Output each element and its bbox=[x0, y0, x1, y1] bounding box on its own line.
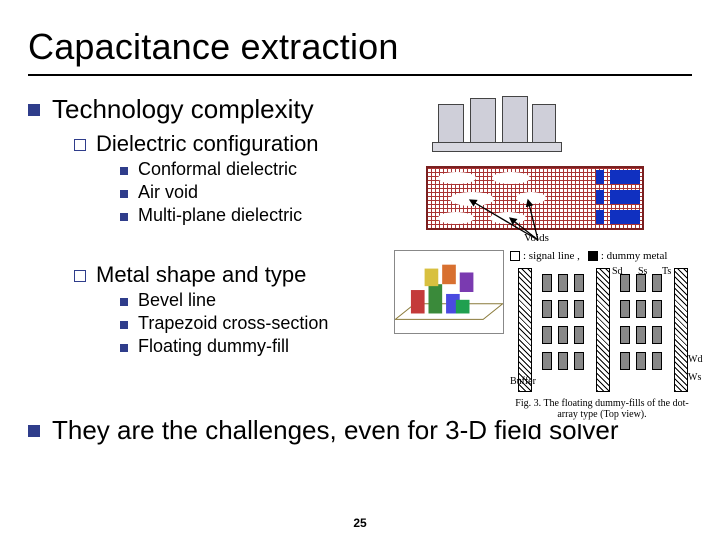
hollow-square-bullet-icon bbox=[74, 139, 86, 151]
voids-label: Voids bbox=[524, 232, 549, 244]
small-square-bullet-icon bbox=[120, 190, 128, 198]
bullet-text: Floating dummy-fill bbox=[138, 336, 289, 357]
bullet-text: Multi-plane dielectric bbox=[138, 205, 302, 226]
slide: Capacitance extraction Technology comple… bbox=[0, 0, 720, 540]
figure-caption: Fig. 3. The floating dummy-fills of the … bbox=[510, 398, 694, 420]
ts-label: Ts bbox=[662, 266, 671, 277]
figure-conformal-dielectric bbox=[432, 86, 562, 152]
small-square-bullet-icon bbox=[120, 321, 128, 329]
figure-dummy-fill: : signal line , : dummy metal bbox=[510, 250, 694, 424]
legend-signal: : signal line , bbox=[523, 250, 580, 262]
small-square-bullet-icon bbox=[120, 298, 128, 306]
bullet-text: Technology complexity bbox=[52, 94, 314, 125]
bullet-text: Air void bbox=[138, 182, 198, 203]
small-square-bullet-icon bbox=[120, 213, 128, 221]
legend-dummy: : dummy metal bbox=[601, 250, 668, 262]
dummy-grid: Buffer Sd Ss Ts Wd Ws bbox=[510, 268, 694, 392]
bullet-text: Dielectric configuration bbox=[96, 131, 319, 157]
ss-label: Ss bbox=[638, 266, 647, 277]
buffer-label: Buffer bbox=[510, 376, 536, 387]
hollow-square-bullet-icon bbox=[74, 270, 86, 282]
square-bullet-icon bbox=[28, 425, 40, 437]
ws-label: Ws bbox=[688, 372, 701, 383]
sd-label: Sd bbox=[612, 266, 623, 277]
bullet-l2-dielectric: Dielectric configuration bbox=[74, 131, 692, 157]
small-square-bullet-icon bbox=[120, 344, 128, 352]
figure-air-voids: Voids bbox=[420, 160, 650, 246]
legend: : signal line , : dummy metal bbox=[510, 250, 694, 262]
slide-title: Capacitance extraction bbox=[28, 26, 692, 76]
page-number: 25 bbox=[0, 516, 720, 530]
wd-label: Wd bbox=[688, 354, 702, 365]
bullet-l1-tech-complexity: Technology complexity bbox=[28, 94, 692, 125]
bullet-text: Bevel line bbox=[138, 290, 216, 311]
bullet-text: Metal shape and type bbox=[96, 262, 306, 288]
small-square-bullet-icon bbox=[120, 167, 128, 175]
bullet-text: Trapezoid cross-section bbox=[138, 313, 328, 334]
bullet-text: Conformal dielectric bbox=[138, 159, 297, 180]
figure-3d-structure bbox=[394, 250, 504, 334]
square-bullet-icon bbox=[28, 104, 40, 116]
